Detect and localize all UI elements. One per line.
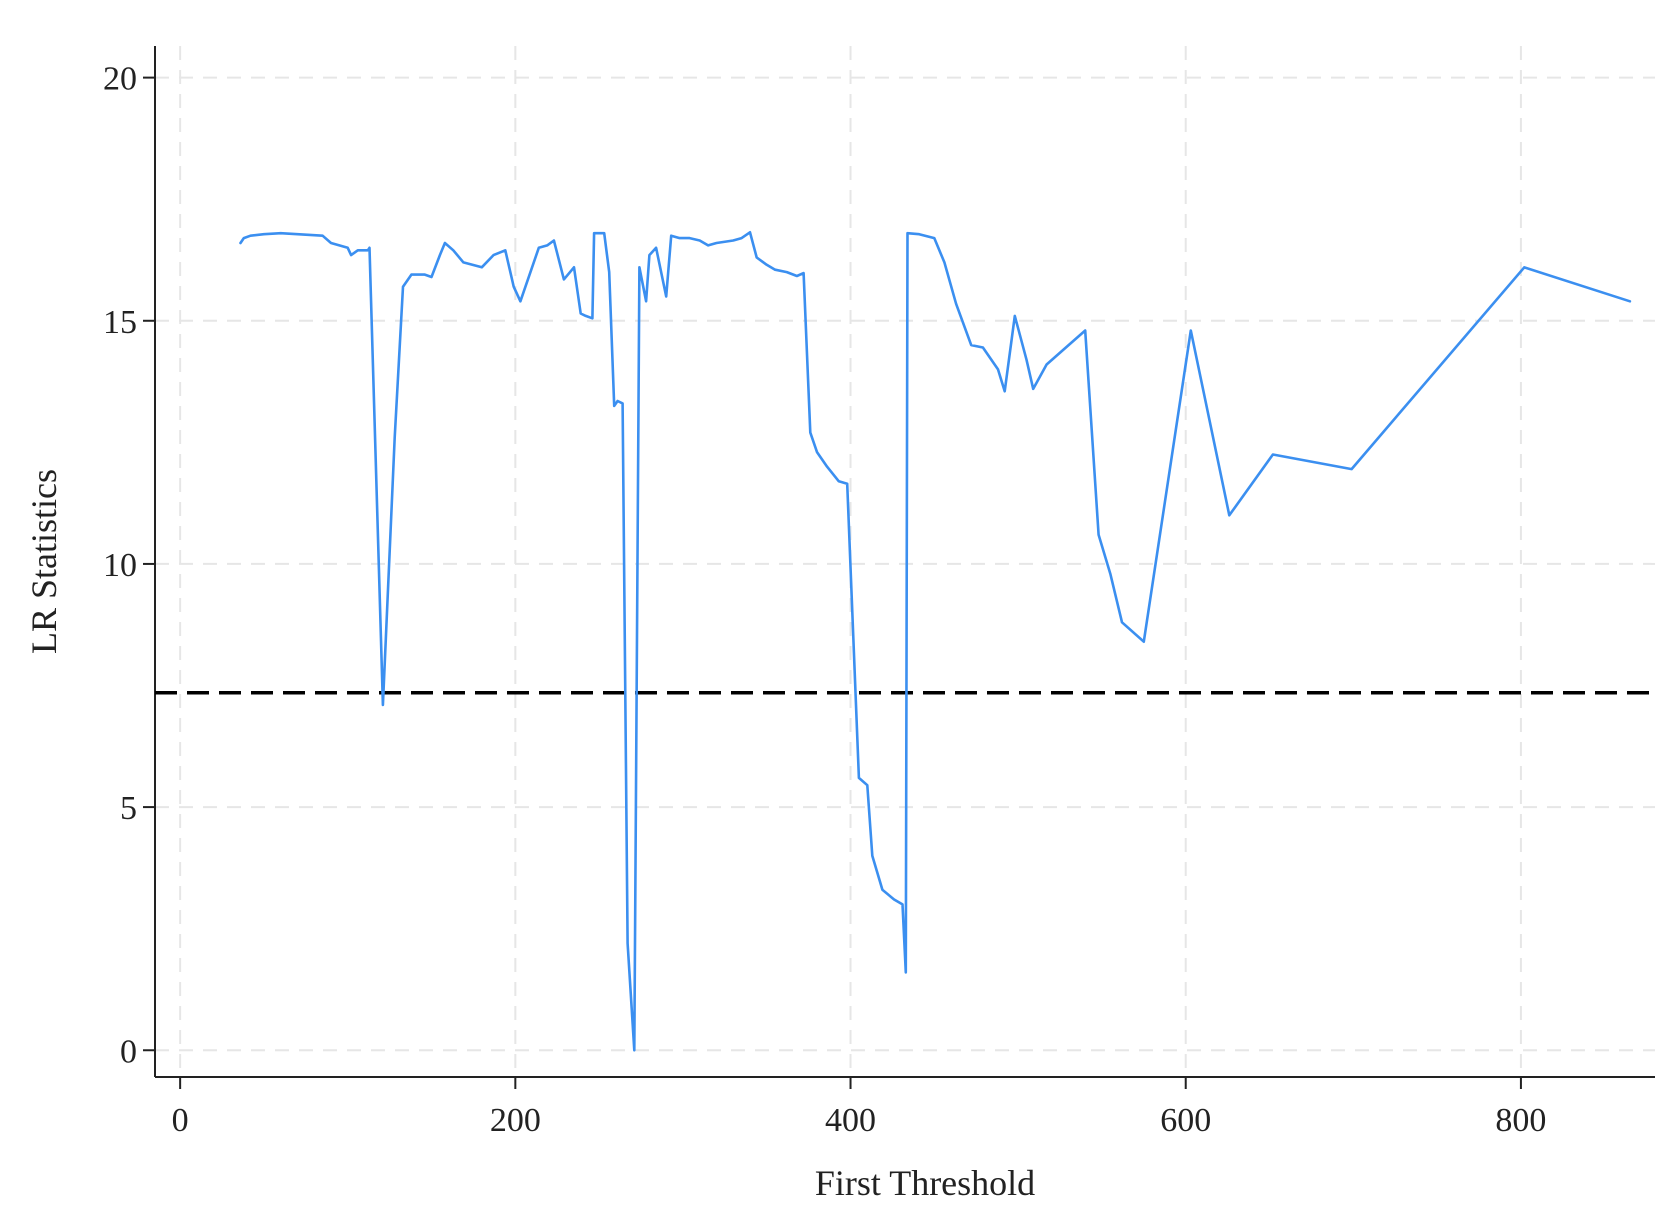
axis-layer (143, 46, 1655, 1089)
y-tick-label: 5 (120, 790, 137, 827)
x-tick-label: 800 (1495, 1102, 1546, 1139)
y-tick-label: 15 (103, 304, 137, 341)
x-tick-label: 0 (172, 1102, 189, 1139)
grid-layer (155, 46, 1655, 1077)
y-tick-label: 0 (120, 1033, 137, 1070)
x-tick-label: 200 (490, 1102, 541, 1139)
series-line-0 (239, 231, 1632, 1052)
x-axis-title: First Threshold (815, 1163, 1035, 1203)
y-tick-label: 10 (103, 547, 137, 584)
y-tick-label: 20 (103, 61, 137, 98)
series-layer (239, 231, 1632, 1052)
x-tick-label: 400 (825, 1102, 876, 1139)
y-axis-title: LR Statistics (24, 469, 64, 654)
x-tick-label: 600 (1160, 1102, 1211, 1139)
